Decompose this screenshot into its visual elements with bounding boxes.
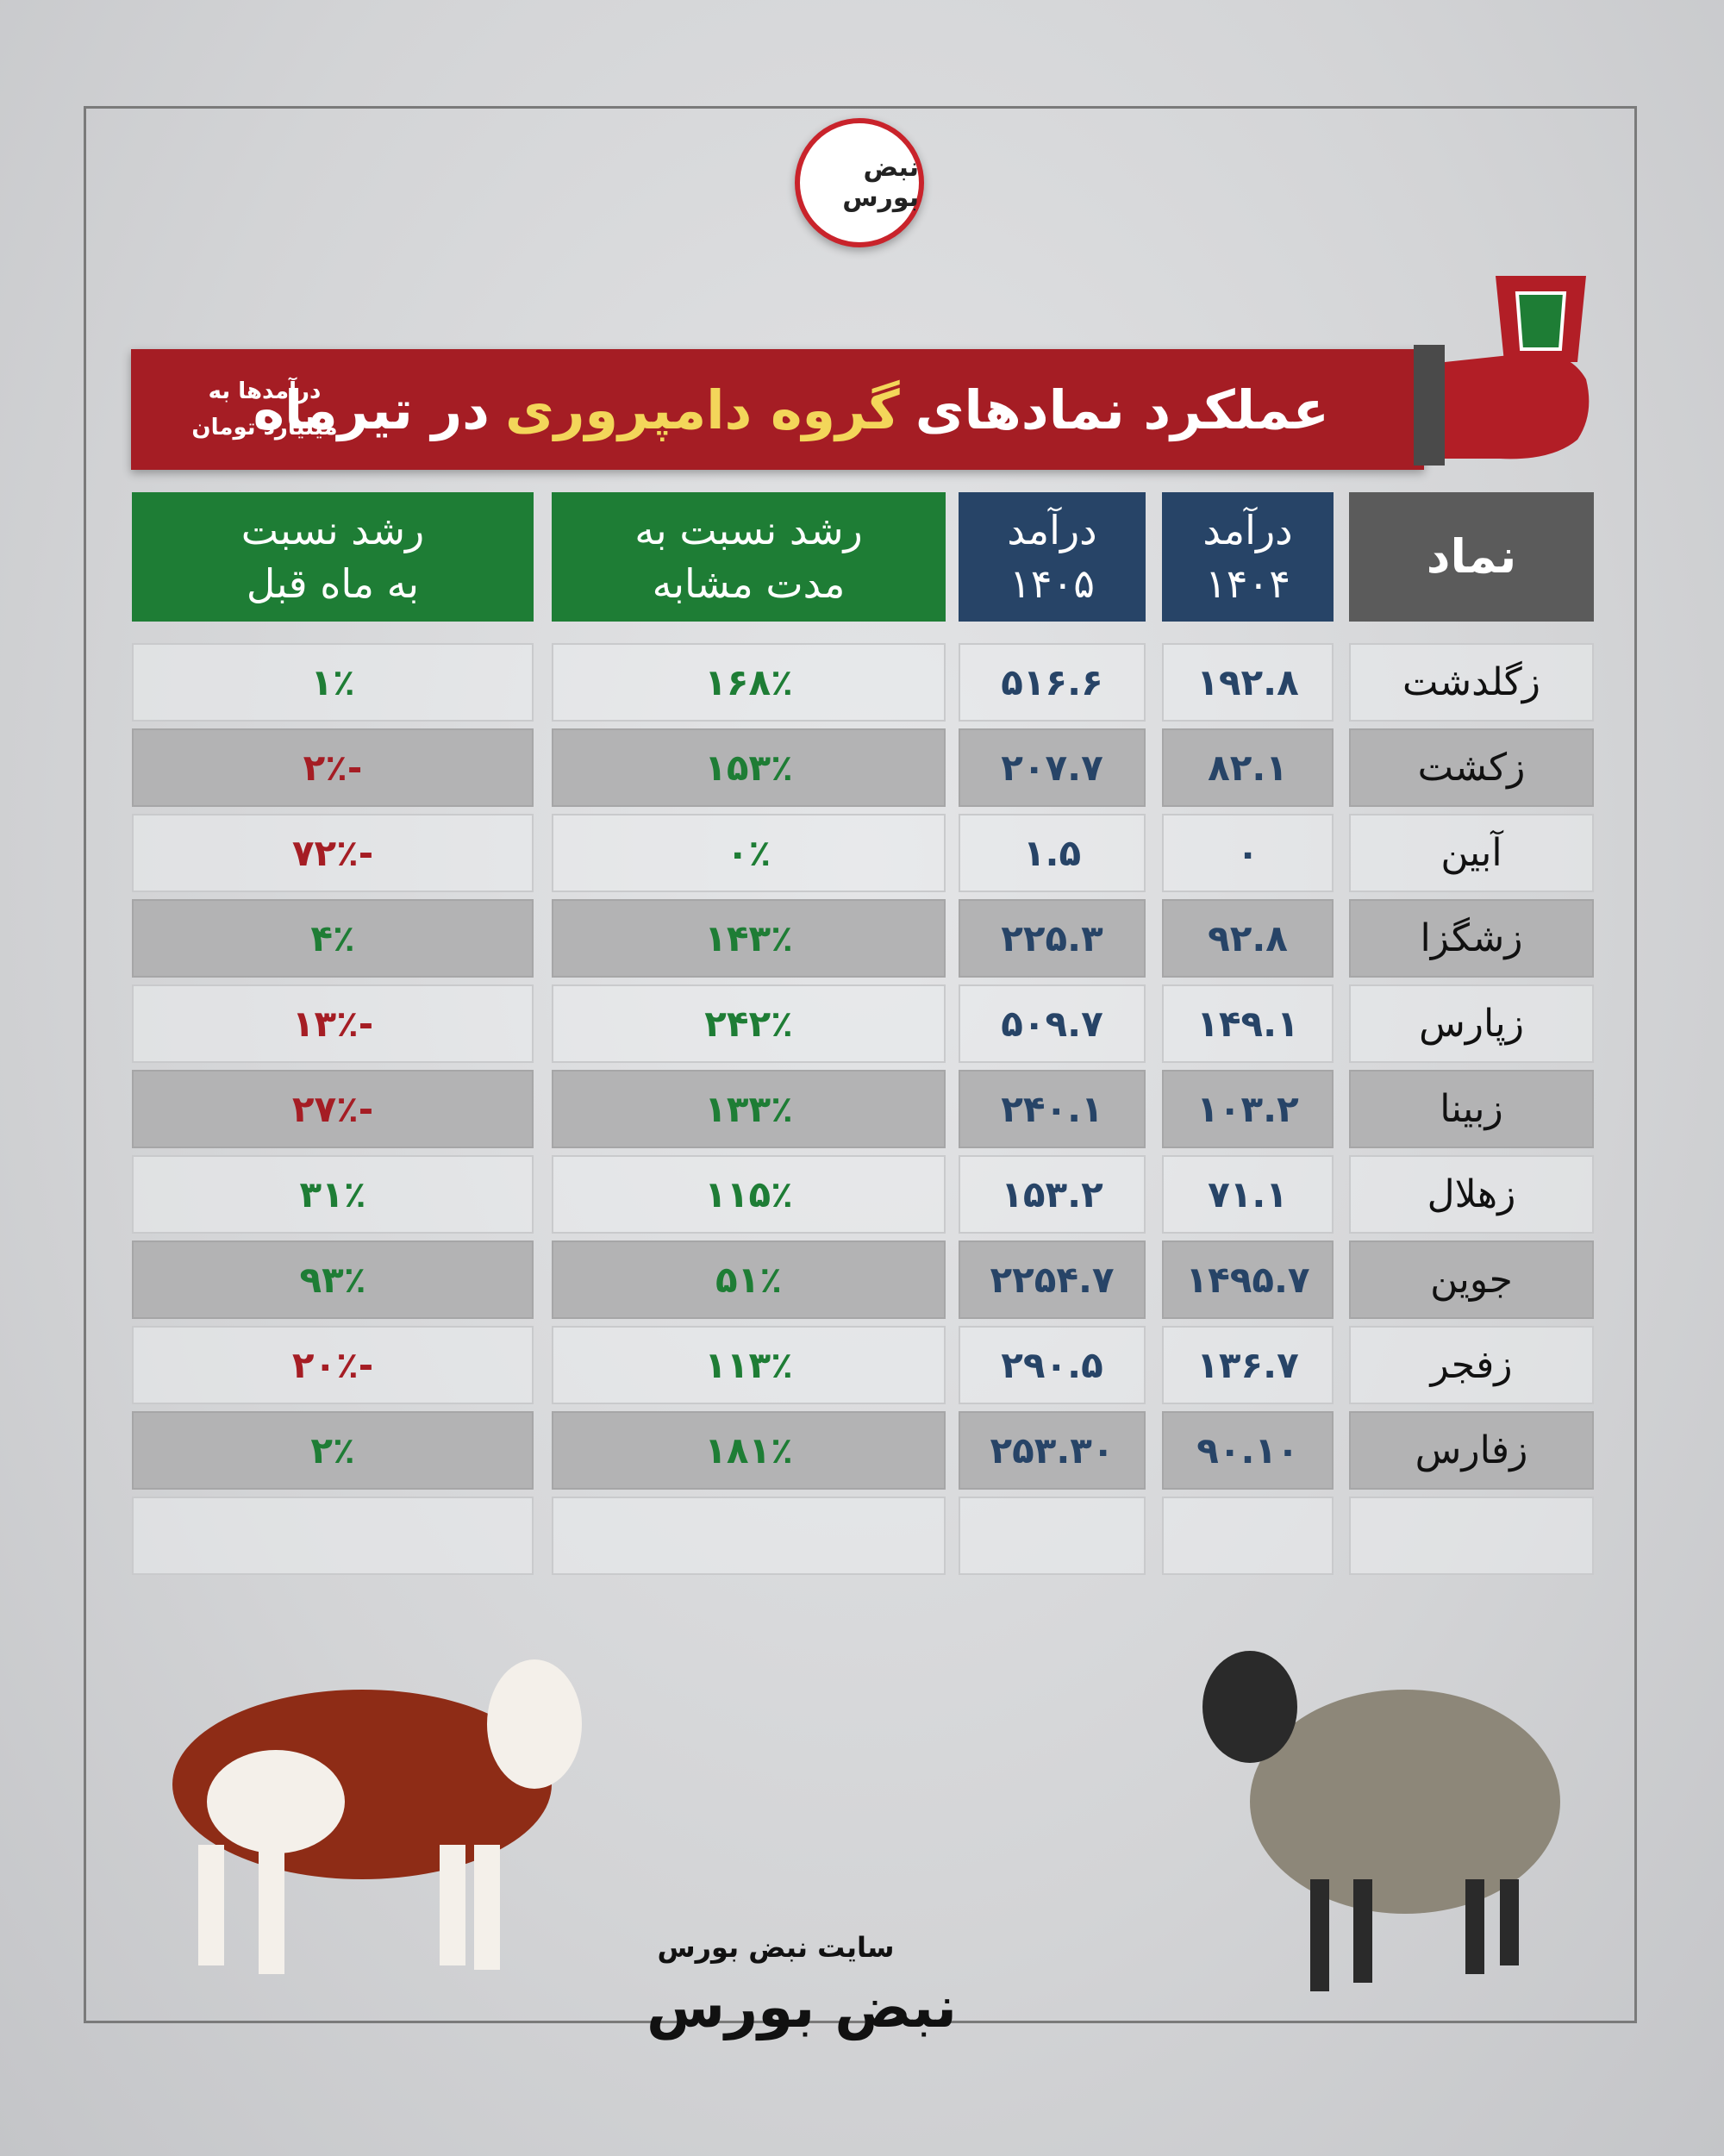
header-line: درآمد bbox=[1007, 507, 1097, 553]
table-cell: ۳۱٪ bbox=[132, 1155, 534, 1234]
empty-cell bbox=[1162, 1497, 1334, 1575]
table-cell: جوین bbox=[1349, 1240, 1594, 1319]
table-cell: ۲۹۰.۵ bbox=[959, 1326, 1146, 1404]
table-cell: ۱۳۶.۷ bbox=[1162, 1326, 1334, 1404]
table-cell: ۱۸۱٪ bbox=[552, 1411, 946, 1490]
table-cell: ۲۵۳.۳۰ bbox=[959, 1411, 1146, 1490]
table-cell: ۱۴۹۵.۷ bbox=[1162, 1240, 1334, 1319]
sheep-illustration bbox=[1202, 1651, 1560, 1991]
column-header: رشد نسبت به مدت مشابه bbox=[552, 492, 946, 622]
table-cell: ۹۲.۸ bbox=[1162, 899, 1334, 978]
unit-note: درآمدها به میلیارد تومان bbox=[157, 373, 372, 446]
table-cell: -۷۲٪ bbox=[132, 814, 534, 892]
footer-logo: نبض بورس bbox=[646, 1974, 957, 2040]
table-cell: زپارس bbox=[1349, 984, 1594, 1063]
column-header: نماد bbox=[1349, 492, 1594, 622]
table-cell: ۱۵۳.۲ bbox=[959, 1155, 1146, 1234]
table-cell: زفارس bbox=[1349, 1411, 1594, 1490]
table-cell: ۱.۵ bbox=[959, 814, 1146, 892]
table-cell: ۱٪ bbox=[132, 643, 534, 722]
table-cell: آبین bbox=[1349, 814, 1594, 892]
title-end: در تیرماه bbox=[253, 378, 490, 441]
table-cell: ۲۴۰.۱ bbox=[959, 1070, 1146, 1148]
table-cell: -۲۷٪ bbox=[132, 1070, 534, 1148]
header-line: ۱۴۰۵ bbox=[1009, 560, 1095, 607]
title: عملکرد نمادهای گروه دامپروری در تیرماه bbox=[253, 349, 1329, 470]
footer-site: سایت نبض بورس bbox=[657, 1931, 895, 1964]
table-cell: ۲۴۲٪ bbox=[552, 984, 946, 1063]
table-cell: -۱۳٪ bbox=[132, 984, 534, 1063]
table-cell: ۰٪ bbox=[552, 814, 946, 892]
table-cell: ۷۱.۱ bbox=[1162, 1155, 1334, 1234]
empty-cell bbox=[132, 1497, 534, 1575]
empty-cell bbox=[552, 1497, 946, 1575]
table-cell: ۹۰.۱۰ bbox=[1162, 1411, 1334, 1490]
header-line: مدت مشابه bbox=[652, 560, 846, 607]
note-line: درآمدها به bbox=[208, 378, 322, 404]
column-header: درآمد ۱۴۰۵ bbox=[959, 492, 1146, 622]
table-cell: ۱۶۸٪ bbox=[552, 643, 946, 722]
table-cell: زبینا bbox=[1349, 1070, 1594, 1148]
table-cell: -۲٪ bbox=[132, 728, 534, 807]
table-cell: ۵۰۹.۷ bbox=[959, 984, 1146, 1063]
table-cell: ۱۱۳٪ bbox=[552, 1326, 946, 1404]
empty-cell bbox=[959, 1497, 1146, 1575]
table-cell: ۱۰۳.۲ bbox=[1162, 1070, 1334, 1148]
table-cell: ۲۲۵۴.۷ bbox=[959, 1240, 1146, 1319]
table: نماد درآمد ۱۴۰۴ درآمد ۱۴۰۵ رشد نسبت به مدت مشا… bbox=[132, 492, 1594, 1575]
table-cell: ۱۵۳٪ bbox=[552, 728, 946, 807]
table-cell: ۲۰۷.۷ bbox=[959, 728, 1146, 807]
header-line: درآمد bbox=[1202, 507, 1293, 553]
header-line: نماد bbox=[1426, 529, 1517, 584]
table-cell: ۱۴۹.۱ bbox=[1162, 984, 1334, 1063]
frame bbox=[84, 106, 1637, 2023]
table-cell: زفجر bbox=[1349, 1326, 1594, 1404]
table-cell: ۲٪ bbox=[132, 1411, 534, 1490]
hand-scale-icon bbox=[1414, 276, 1590, 466]
table-cell: زکشت bbox=[1349, 728, 1594, 807]
header-line: به ماه قبل bbox=[246, 560, 420, 607]
table-cell: زگلدشت bbox=[1349, 643, 1594, 722]
table-cell: ۸۲.۱ bbox=[1162, 728, 1334, 807]
table-cell: ۱۱۵٪ bbox=[552, 1155, 946, 1234]
table-cell: ۵۱٪ bbox=[552, 1240, 946, 1319]
cow-illustration bbox=[172, 1659, 582, 1974]
table-cell: ۱۹۲.۸ bbox=[1162, 643, 1334, 722]
header-line: رشد نسبت به bbox=[634, 507, 863, 553]
table-cell: زهلال bbox=[1349, 1155, 1594, 1234]
title-start: عملکرد نمادهای bbox=[915, 378, 1329, 441]
note-line: میلیارد تومان bbox=[191, 415, 338, 441]
table-cell: ۹۳٪ bbox=[132, 1240, 534, 1319]
table-cell: ۱۴۳٪ bbox=[552, 899, 946, 978]
table-cell: -۲۰٪ bbox=[132, 1326, 534, 1404]
header-line: ۱۴۰۴ bbox=[1205, 560, 1290, 607]
table-cell: ۲۲۵.۳ bbox=[959, 899, 1146, 978]
title-highlight: گروه دامپروری bbox=[504, 378, 900, 441]
header-line: رشد نسبت bbox=[240, 507, 425, 553]
empty-cell bbox=[1349, 1497, 1594, 1575]
table-cell: زشگزا bbox=[1349, 899, 1594, 978]
column-header: درآمد ۱۴۰۴ bbox=[1162, 492, 1334, 622]
column-header: رشد نسبت به ماه قبل bbox=[132, 492, 534, 622]
table-cell: ۴٪ bbox=[132, 899, 534, 978]
table-cell: ۵۱۶.۶ bbox=[959, 643, 1146, 722]
title-banner: عملکرد نمادهای گروه دامپروری در تیرماه د… bbox=[131, 349, 1424, 470]
table-cell: ۰ bbox=[1162, 814, 1334, 892]
table-cell: ۱۳۳٪ bbox=[552, 1070, 946, 1148]
logo: نبض بورس bbox=[795, 118, 924, 247]
